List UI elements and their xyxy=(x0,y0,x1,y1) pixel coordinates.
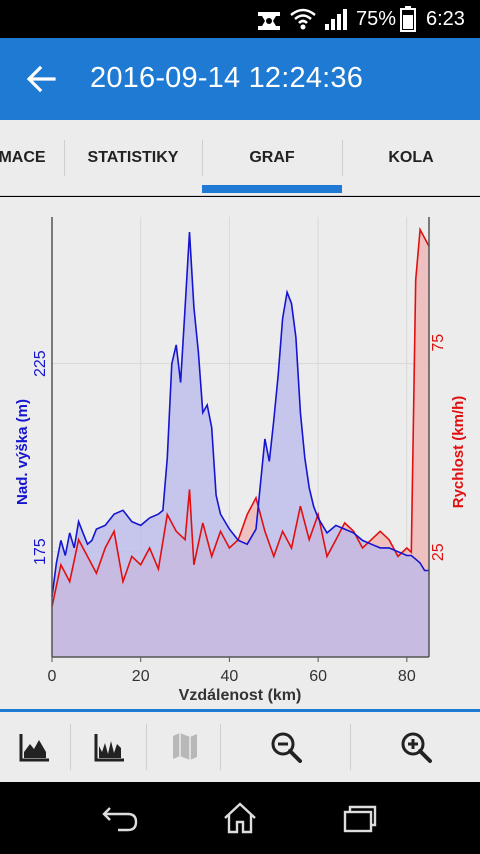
tab-label: KOLA xyxy=(388,149,434,166)
bottom-toolbar xyxy=(0,712,480,782)
chart-lines xyxy=(51,226,430,607)
left-tick-label: 225 xyxy=(32,350,49,377)
map-button[interactable] xyxy=(150,712,220,782)
nav-home-button[interactable] xyxy=(210,798,270,838)
signal-icon xyxy=(325,9,347,30)
right-axis-label: Rychlost (km/h) xyxy=(450,396,467,509)
zoom-out-icon xyxy=(271,732,302,763)
nav-recent-button[interactable] xyxy=(330,798,390,838)
speed-chart-icon xyxy=(94,734,124,762)
zoom-in-button[interactable] xyxy=(352,712,480,782)
x-tick-label: 60 xyxy=(309,668,327,685)
system-nav-bar xyxy=(0,782,480,854)
speed-chart-button[interactable] xyxy=(74,712,146,782)
tab-bar: MACE STATISTIKY GRAF KOLA xyxy=(0,120,480,196)
selected-tab-indicator xyxy=(202,185,342,193)
tab-divider xyxy=(342,140,343,176)
tab-statistiky[interactable]: STATISTIKY xyxy=(64,120,202,196)
zoom-out-button[interactable] xyxy=(222,712,350,782)
right-tick-label: 25 xyxy=(430,543,447,561)
elevation-chart-icon xyxy=(19,734,49,762)
wifi-icon xyxy=(290,8,316,30)
elevation-speed-chart[interactable]: 0 20 40 60 80 175 225 25 75 Vzdálenost (km) Nad.… xyxy=(0,197,480,709)
tab-label: GRAF xyxy=(249,149,295,166)
right-tick-label: 75 xyxy=(430,334,447,352)
arrow-left-icon[interactable] xyxy=(24,62,58,96)
toolbar-divider xyxy=(0,709,480,712)
x-tick-label: 80 xyxy=(398,668,416,685)
clock: 6:23 xyxy=(426,8,465,30)
chart-axes: 0 20 40 60 80 175 225 25 75 xyxy=(32,217,447,685)
left-tick-label: 175 xyxy=(32,538,49,565)
tab-divider xyxy=(64,140,65,176)
x-axis-label: Vzdálenost (km) xyxy=(179,687,302,704)
toolbar-divider xyxy=(350,724,351,770)
x-tick-label: 20 xyxy=(132,668,150,685)
home-icon xyxy=(224,802,256,834)
notification-icon xyxy=(258,12,280,30)
toolbar-divider xyxy=(70,724,71,770)
status-bar: 75% 6:23 xyxy=(0,0,480,38)
tab-label: STATISTIKY xyxy=(87,149,179,166)
elevation-area xyxy=(52,232,429,657)
x-tick-label: 40 xyxy=(221,668,239,685)
page-title: 2016-09-14 12:24:36 xyxy=(90,62,364,94)
recent-apps-icon xyxy=(343,805,377,833)
tab-graf[interactable]: GRAF xyxy=(202,120,342,196)
map-icon xyxy=(173,733,197,760)
tab-label: MACE xyxy=(0,149,46,166)
tab-kola[interactable]: KOLA xyxy=(342,120,480,196)
elevation-chart-button[interactable] xyxy=(0,712,70,782)
zoom-in-icon xyxy=(401,732,432,763)
speed-line xyxy=(51,226,430,607)
x-tick-label: 0 xyxy=(48,668,57,685)
tab-mace[interactable]: MACE xyxy=(0,120,64,196)
toolbar-divider xyxy=(146,724,147,770)
battery-percent: 75% xyxy=(356,8,397,30)
toolbar-divider xyxy=(220,724,221,770)
chart-panel[interactable]: 0 20 40 60 80 175 225 25 75 Vzdálenost (km) Nad.… xyxy=(0,197,480,709)
elevation-line xyxy=(51,231,429,597)
app-bar: 2016-09-14 12:24:36 xyxy=(0,38,480,120)
left-axis-label: Nad. výška (m) xyxy=(14,399,31,505)
back-icon xyxy=(102,807,138,832)
nav-back-button[interactable] xyxy=(90,798,150,838)
tab-divider xyxy=(202,140,203,176)
chart-areas xyxy=(52,229,429,657)
battery-icon xyxy=(400,6,416,32)
